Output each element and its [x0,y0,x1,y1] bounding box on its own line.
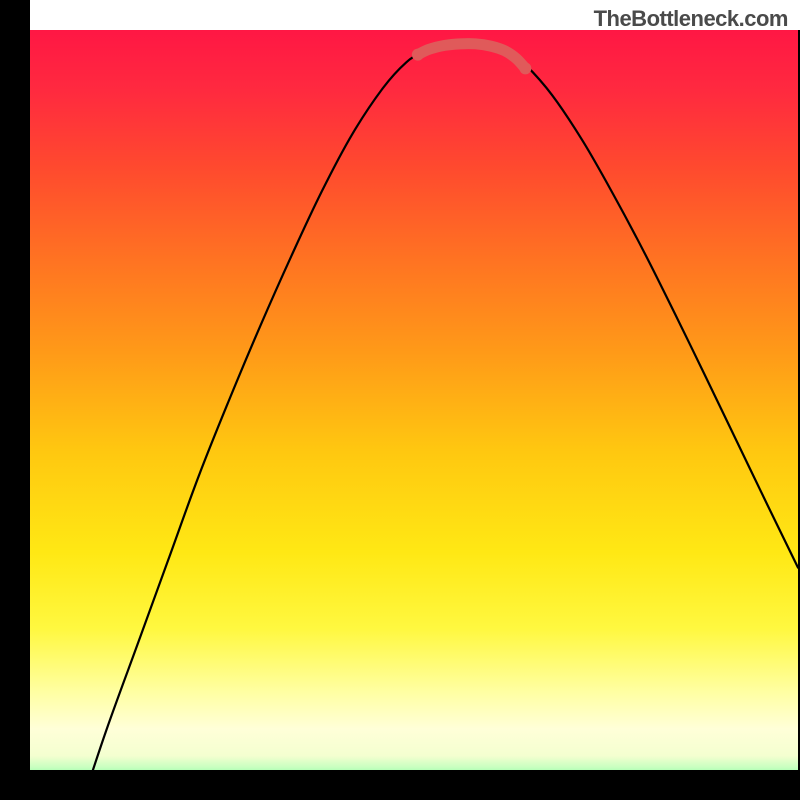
bottleneck-chart: TheBottleneck.com [0,0,800,800]
chart-svg [0,0,800,800]
watermark-label: TheBottleneck.com [594,6,788,32]
